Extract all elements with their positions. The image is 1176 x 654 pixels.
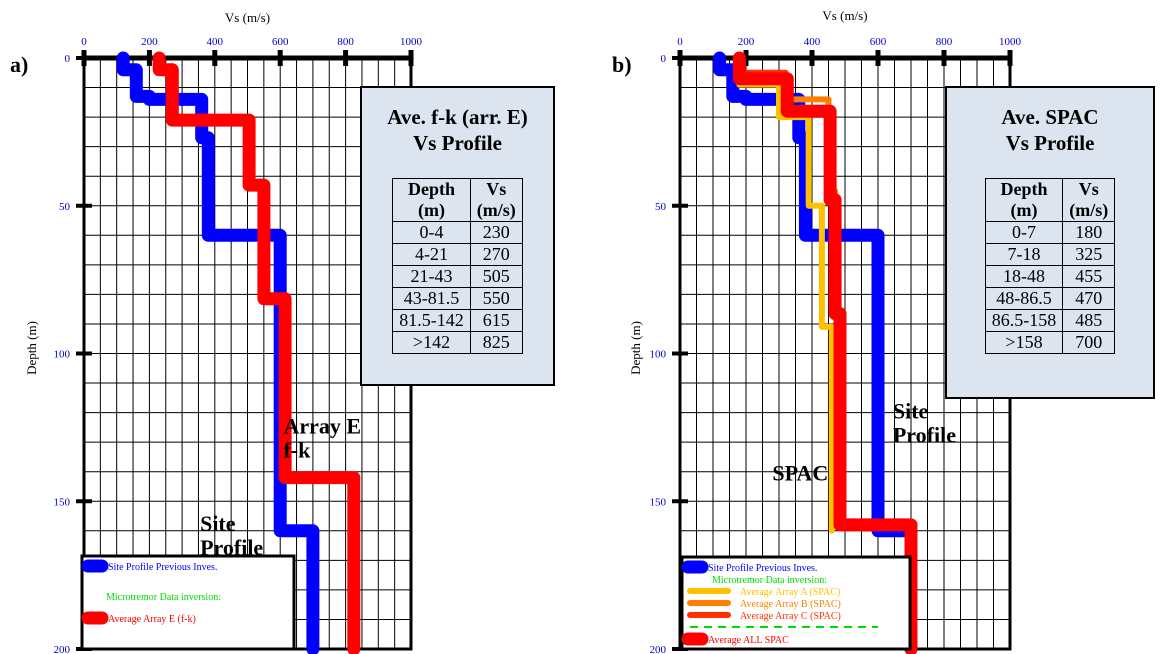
fk-profile-table: Ave. f-k (arr. E) Vs Profile Depth (m) Vs (m/… [360, 86, 555, 386]
annotation-text: Profile [893, 423, 956, 448]
y-tick-label: 100 [54, 349, 71, 361]
legend-box [80, 554, 296, 651]
table-title: Ave. f-k (arr. E) Vs Profile [362, 104, 553, 156]
depth-cell: 4-21 [392, 243, 471, 266]
table-header-cell: Depth (m) [392, 178, 471, 222]
y-axis-label: Depth (m) [24, 321, 39, 375]
vs-cell: 615 [469, 309, 523, 332]
x-tick-label: 600 [272, 36, 289, 48]
x-tick-label: 800 [936, 36, 953, 48]
y-tick-label: 150 [54, 496, 71, 508]
x-tick-label: 0 [677, 36, 683, 48]
table-row: >142 825 [392, 331, 523, 354]
vs-cell: 270 [469, 243, 523, 266]
legend-label: Average Array E (f-k) [108, 614, 196, 625]
legend-label: Average Array C (SPAC) [740, 611, 841, 622]
table-row: 7-18 325 [984, 243, 1116, 266]
annotation-text: Site [893, 399, 929, 424]
depth-cell: 0-4 [392, 221, 471, 244]
table-header-cell: Vs (m/s) [1062, 178, 1116, 222]
table-row: 43-81.5 550 [392, 287, 523, 310]
x-axis-label: Vs (m/s) [822, 8, 867, 23]
panel-label: b) [612, 52, 632, 77]
vs-cell: 550 [469, 287, 523, 310]
table-header-cell: Depth (m) [984, 178, 1064, 222]
x-tick-label: 0 [81, 36, 87, 48]
legend-label: Average ALL SPAC [708, 635, 789, 646]
y-tick-label: 200 [54, 644, 71, 654]
table-title-line: Ave. SPAC [1001, 105, 1099, 129]
legend-label: Site Profile Previous Inves. [708, 563, 817, 574]
annotation-text: f-k [283, 437, 311, 462]
panel-label: a) [10, 52, 28, 77]
depth-cell: 18-48 [984, 265, 1064, 288]
y-tick-label: 0 [65, 53, 71, 65]
chart-panel-b: b) Vs (m/s) Depth (m) 0 200 400 600 800 1000 0 50 1… [612, 8, 1022, 654]
table-row: 18-48 455 [984, 265, 1116, 288]
vs-table: Depth (m) Vs (m/s) 0-4 230 4-21 270 21-43 505 43-8… [392, 178, 523, 354]
vs-cell: 180 [1062, 221, 1116, 244]
annotation-text: Array E [283, 413, 361, 438]
vs-table: Depth (m) Vs (m/s) 0-7 180 7-18 325 18-48 455 48-8… [984, 178, 1116, 354]
depth-cell: 7-18 [984, 243, 1064, 266]
table-row: 81.5-142 615 [392, 309, 523, 332]
table-row: 48-86.5 470 [984, 287, 1116, 310]
spac-profile-table: Ave. SPAC Vs Profile Depth (m) Vs (m/s) 0-7 180… [945, 86, 1155, 399]
x-tick-label: 1000 [999, 36, 1022, 48]
x-tick-label: 800 [337, 36, 354, 48]
legend-label: Average Array A (SPAC) [740, 587, 840, 598]
legend-label: Average Array B (SPAC) [740, 599, 841, 610]
table-title-line: Vs Profile [413, 131, 502, 155]
vs-cell: 825 [469, 331, 523, 354]
depth-cell: >158 [984, 331, 1064, 354]
table-row: 86.5-158 485 [984, 309, 1116, 332]
vs-cell: 505 [469, 265, 523, 288]
vs-cell: 470 [1062, 287, 1116, 310]
x-tick-label: 200 [141, 36, 158, 48]
vs-cell: 230 [469, 221, 523, 244]
table-title-line: Vs Profile [1005, 131, 1095, 155]
vs-cell: 325 [1062, 243, 1116, 266]
table-row: >158 700 [984, 331, 1116, 354]
y-tick-label: 50 [655, 201, 667, 213]
annotation-text: SPAC [772, 461, 828, 486]
depth-cell: 86.5-158 [984, 309, 1064, 332]
x-tick-label: 200 [738, 36, 755, 48]
series-line-fk [152, 51, 361, 654]
x-tick-label: 400 [207, 36, 224, 48]
chart-panel-a: a) Vs (m/s) Depth (m) 0 200 400 600 800 1000 0 50 1… [10, 10, 423, 654]
x-tick-label: 400 [804, 36, 821, 48]
table-row: 21-43 505 [392, 265, 523, 288]
depth-cell: 81.5-142 [392, 309, 471, 332]
depth-cell: 43-81.5 [392, 287, 471, 310]
y-tick-label: 200 [650, 644, 667, 654]
table-header-cell: Vs (m/s) [469, 178, 523, 222]
vs-cell: 700 [1062, 331, 1116, 354]
y-axis-label: Depth (m) [628, 321, 643, 375]
x-tick-label: 600 [870, 36, 887, 48]
vs-cell: 485 [1062, 309, 1116, 332]
table-row: 0-7 180 [984, 221, 1116, 244]
depth-cell: >142 [392, 331, 471, 354]
legend-label: Site Profile Previous Inves. [108, 562, 217, 573]
y-tick-label: 0 [661, 53, 667, 65]
depth-cell: 48-86.5 [984, 287, 1064, 310]
annotation-text: Site [200, 511, 236, 536]
table-title: Ave. SPAC Vs Profile [947, 104, 1153, 156]
vs-cell: 455 [1062, 265, 1116, 288]
x-axis-label: Vs (m/s) [225, 10, 270, 25]
depth-cell: 21-43 [392, 265, 471, 288]
legend-label: Microtremor Data inversion: [712, 575, 827, 586]
y-tick-label: 150 [650, 496, 667, 508]
legend-label: Microtremor Data inversion: [106, 592, 221, 603]
y-tick-label: 50 [59, 201, 71, 213]
x-tick-label: 1000 [400, 36, 423, 48]
table-row: 0-4 230 [392, 221, 523, 244]
table-title-line: Ave. f-k (arr. E) [387, 105, 528, 129]
series-line-all [732, 51, 918, 654]
table-row: 4-21 270 [392, 243, 523, 266]
y-tick-label: 100 [650, 349, 667, 361]
depth-cell: 0-7 [984, 221, 1064, 244]
